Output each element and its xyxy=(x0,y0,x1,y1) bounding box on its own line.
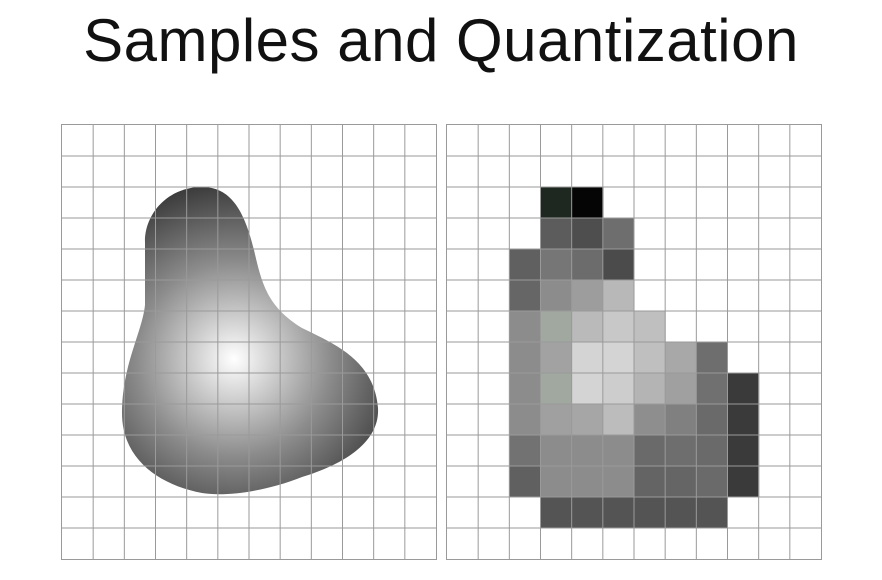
continuous-image-panel xyxy=(61,124,437,560)
quantized-pixel xyxy=(509,404,541,436)
quantized-pixel xyxy=(602,280,635,312)
quantization-grid xyxy=(447,125,821,559)
quantized-pixel xyxy=(665,404,697,436)
quantized-pixel xyxy=(571,342,604,374)
quantized-pixel xyxy=(696,373,728,405)
quantized-pixel xyxy=(634,404,666,436)
quantized-pixel xyxy=(727,373,760,405)
quantized-pixel xyxy=(540,280,573,312)
quantized-pixel xyxy=(540,187,573,219)
quantized-pixel xyxy=(509,311,541,343)
quantized-pixel xyxy=(727,404,760,436)
quantized-pixel xyxy=(665,497,697,529)
quantized-pixel xyxy=(665,466,697,498)
quantized-pixel xyxy=(540,342,573,374)
quantized-pixel xyxy=(634,373,666,405)
slide-title: Samples and Quantization xyxy=(83,7,799,74)
quantized-pixel xyxy=(665,373,697,405)
quantized-pixel xyxy=(571,218,604,250)
quantized-pixels xyxy=(509,187,760,529)
quantized-pixel xyxy=(602,404,635,436)
quantized-pixel xyxy=(696,404,728,436)
quantized-pixel xyxy=(571,373,604,405)
quantized-pixel xyxy=(571,497,604,529)
quantized-pixel xyxy=(602,497,635,529)
quantized-pixel xyxy=(540,497,573,529)
quantized-pixel xyxy=(634,311,666,343)
quantized-pixel xyxy=(540,466,573,498)
quantized-pixel xyxy=(509,342,541,374)
quantized-pixel xyxy=(571,435,604,467)
quantized-pixel xyxy=(571,466,604,498)
quantized-pixel xyxy=(602,218,635,250)
quantized-pixel xyxy=(665,342,697,374)
quantized-pixel xyxy=(696,497,728,529)
quantized-pixel xyxy=(509,373,541,405)
quantized-pixel xyxy=(571,311,604,343)
quantized-pixel xyxy=(540,249,573,281)
quantized-pixel xyxy=(540,373,573,405)
quantized-pixel xyxy=(696,466,728,498)
continuous-blob-shape xyxy=(122,187,379,495)
quantized-pixel xyxy=(727,435,760,467)
quantized-pixel xyxy=(571,280,604,312)
quantized-pixel xyxy=(602,373,635,405)
quantized-pixel xyxy=(540,435,573,467)
quantized-pixel xyxy=(634,342,666,374)
sampled-image-figure xyxy=(447,125,821,559)
quantized-pixel xyxy=(602,435,635,467)
quantized-pixel xyxy=(602,466,635,498)
quantized-pixel xyxy=(665,435,697,467)
quantized-pixel xyxy=(571,404,604,436)
quantized-pixel xyxy=(727,466,760,498)
quantized-pixel xyxy=(571,249,604,281)
quantized-pixel xyxy=(634,497,666,529)
quantized-pixel xyxy=(540,311,573,343)
quantized-pixel xyxy=(540,218,573,250)
quantized-pixel xyxy=(634,435,666,467)
quantized-pixel xyxy=(696,342,728,374)
quantized-pixel xyxy=(602,311,635,343)
quantized-pixel xyxy=(509,280,541,312)
sampling-grid xyxy=(62,125,436,559)
quantized-pixel xyxy=(509,466,541,498)
sampled-image-panel xyxy=(446,124,822,560)
quantized-pixel xyxy=(509,435,541,467)
continuous-image-figure xyxy=(62,125,436,559)
quantized-pixel xyxy=(602,342,635,374)
quantized-pixel xyxy=(696,435,728,467)
quantized-pixel xyxy=(602,249,635,281)
quantized-pixel xyxy=(571,187,604,219)
quantized-pixel xyxy=(540,404,573,436)
quantized-pixel xyxy=(509,249,541,281)
quantized-pixel xyxy=(634,466,666,498)
